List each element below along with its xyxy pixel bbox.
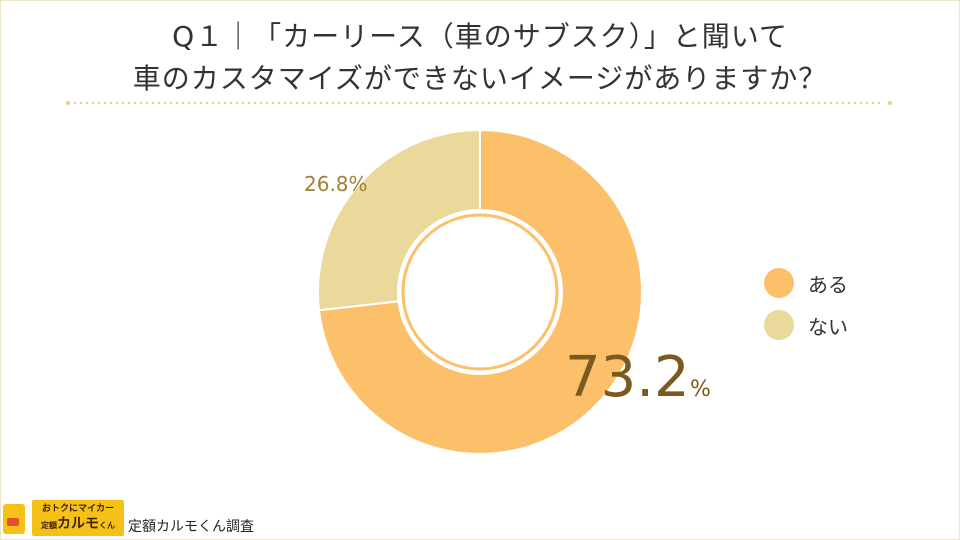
- slice-nai: [317, 128, 481, 312]
- legend-label-nai: ない: [808, 314, 848, 339]
- logo-brand: カルモ: [57, 516, 99, 532]
- title-line-2: 車のカスタマイズができないイメージがありますか？: [132, 62, 828, 95]
- slice-aru: [317, 128, 643, 455]
- legend-item-nai: ない: [764, 304, 848, 346]
- inner-ring: [401, 213, 559, 371]
- data-label-aru: 73.2: [565, 345, 690, 410]
- data-label-nai: 26.8%: [304, 172, 368, 196]
- logo-suffix: くん: [99, 521, 115, 530]
- legend-item-aru: ある: [764, 262, 848, 304]
- title-divider: [66, 101, 892, 105]
- carmo-logo: おトクにマイカー 定額カルモくん: [0, 498, 124, 538]
- car-logo-icon: [3, 504, 25, 534]
- chart-title: Q１｜「カーリース（車のサブスク）」と聞いて 車のカスタマイズができないイメージ…: [0, 16, 960, 100]
- data-label-aru-unit: %: [690, 377, 711, 402]
- logo-badge: おトクにマイカー 定額カルモくん: [32, 500, 124, 536]
- chart-legend: ある ない: [764, 262, 848, 346]
- logo-prefix: 定額: [41, 521, 57, 530]
- legend-swatch-aru: [764, 268, 794, 298]
- legend-swatch-nai: [764, 310, 794, 340]
- logo-tagline: おトクにマイカー: [41, 504, 114, 514]
- survey-source: 定額カルモくん調査: [128, 519, 254, 535]
- title-line-1: Q１｜「カーリース（車のサブスク）」と聞いて: [172, 20, 788, 53]
- logo-wordmark: 定額カルモくん: [32, 515, 124, 535]
- legend-label-aru: ある: [808, 272, 848, 297]
